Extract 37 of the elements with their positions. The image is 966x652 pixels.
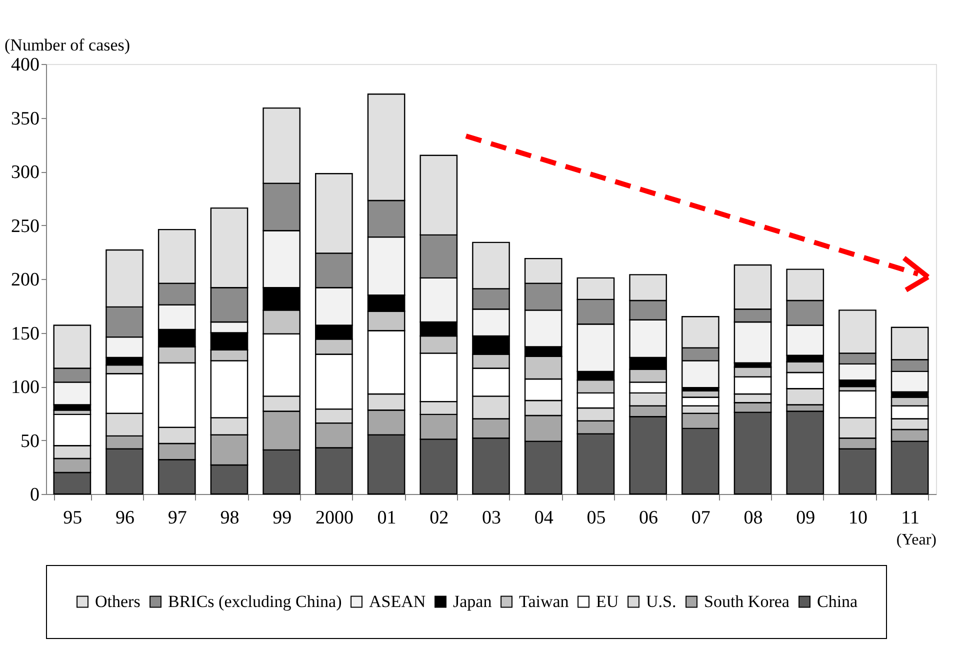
x-tick-label: 97 <box>168 508 187 528</box>
y-tick-label: 300 <box>11 162 40 183</box>
x-tick-label: 03 <box>482 508 501 528</box>
x-tick-label: 95 <box>63 508 82 528</box>
x-tick-label: 99 <box>272 508 292 528</box>
x-tick-label: 96 <box>116 508 135 528</box>
x-tick-label: 10 <box>848 508 868 528</box>
legend-label: Taiwan <box>519 592 570 611</box>
y-tick-label: 400 <box>11 54 40 76</box>
x-tick-label: 98 <box>220 508 240 528</box>
x-tick-label: 05 <box>586 508 606 528</box>
legend-label: BRICs (excluding China) <box>168 592 342 611</box>
x-tick-label: 01 <box>377 508 396 528</box>
x-tick-label: 04 <box>534 508 554 528</box>
legend-label: China <box>817 592 858 611</box>
legend-label: South Korea <box>704 592 790 611</box>
x-tick-label: 2000 <box>315 508 354 528</box>
y-tick-label: 0 <box>30 484 40 506</box>
x-tick-label: 08 <box>744 508 763 528</box>
x-tick-label: 09 <box>796 508 816 528</box>
y-tick-label: 250 <box>11 216 40 237</box>
legend-label: EU <box>596 592 619 611</box>
y-tick-label: 150 <box>11 323 40 344</box>
legend-label: ASEAN <box>369 592 426 611</box>
y-tick-label: 350 <box>11 108 40 130</box>
x-tick-label: 06 <box>639 508 658 528</box>
y-tick-label: 50 <box>20 430 40 452</box>
x-tick-label: 11 <box>901 508 920 528</box>
x-tick-label: 02 <box>430 508 449 528</box>
y-tick-label: 200 <box>11 270 40 290</box>
x-tick-label: 07 <box>691 508 710 528</box>
legend-label: U.S. <box>646 592 676 611</box>
y-tick-label: 100 <box>11 377 40 398</box>
x-axis-title: (Year) <box>896 532 936 548</box>
legend-label: Japan <box>453 592 492 611</box>
legend-label: Others <box>95 592 140 611</box>
y-axis-title: (Number of cases) <box>4 36 130 54</box>
